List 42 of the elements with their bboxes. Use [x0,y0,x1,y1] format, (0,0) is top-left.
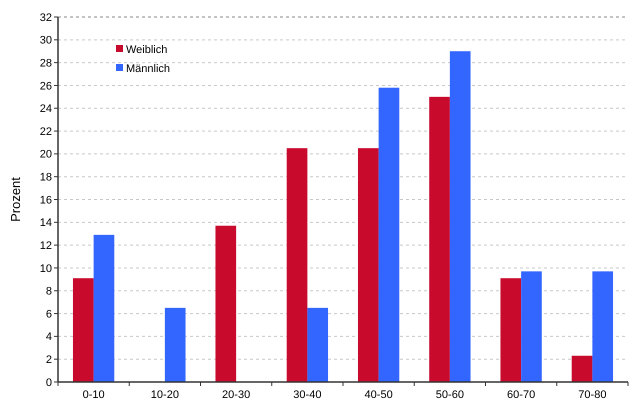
y-tick-label: 12 [40,240,52,252]
bar [215,226,236,382]
bar [94,234,114,382]
bar [358,148,379,382]
legend-label: Männlich [126,62,170,75]
y-tick-label: 4 [46,331,52,344]
y-tick-label: 28 [40,57,52,70]
y-tick-label: 18 [40,172,52,184]
y-tick-label: 32 [40,12,52,24]
x-tick-label: 40-50 [364,389,393,401]
y-tick-label: 0 [46,376,52,389]
bar [572,356,592,382]
bar [521,271,542,382]
y-tick-label: 16 [40,194,52,206]
y-tick-label: 10 [40,262,52,275]
bar [307,308,328,382]
y-tick-label: 6 [46,308,52,320]
bar [429,96,450,382]
y-tick-label: 24 [40,103,52,116]
x-tick-label: 10-20 [150,389,179,401]
legend-label: Weiblich [126,44,168,56]
y-tick-label: 14 [40,217,52,230]
y-tick-label: 22 [40,126,52,138]
x-tick-label: 70-80 [578,389,606,401]
bar [592,271,614,382]
y-tick-label: 26 [40,80,52,92]
bar [164,308,186,382]
bar [286,148,308,382]
x-tick-label: 60-70 [507,389,536,401]
bar [72,278,94,382]
bar [378,88,400,382]
x-tick-label: 50-60 [436,389,464,401]
y-tick-label: 8 [46,286,52,298]
y-axis-title: Prozent [8,176,23,222]
y-tick-label: 2 [46,354,52,366]
x-tick-label: 0-10 [82,389,105,401]
bar [500,278,522,382]
x-tick-label: 30-40 [293,389,322,401]
y-tick-label: 20 [40,148,52,161]
x-tick-label: 20-30 [222,389,250,401]
bar [450,51,471,382]
y-tick-label: 30 [40,34,52,47]
